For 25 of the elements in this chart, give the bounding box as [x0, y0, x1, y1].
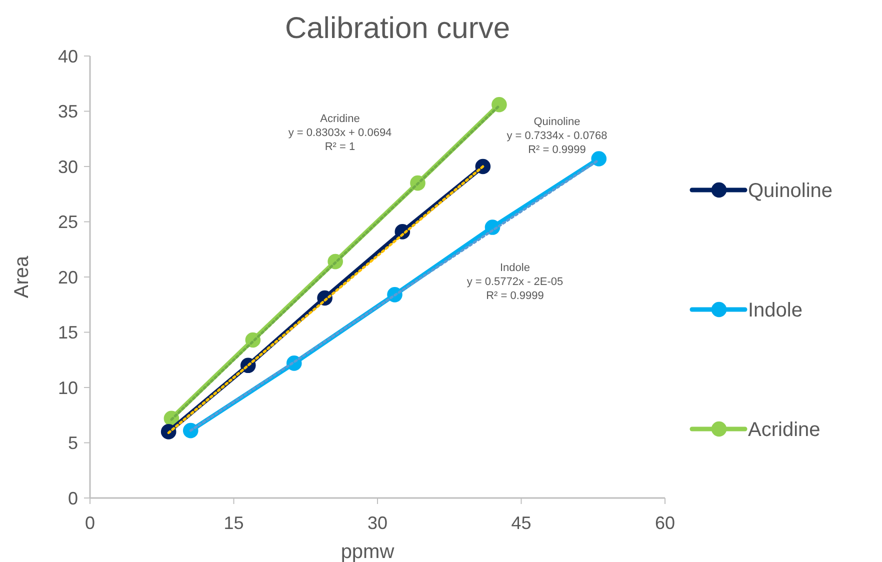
y-tick-label: 20: [58, 267, 78, 288]
y-tick-label: 40: [58, 46, 78, 66]
y-tick-label: 35: [58, 102, 78, 122]
x-tick-label: 0: [84, 513, 96, 533]
y-tick-label: 15: [58, 322, 78, 343]
x-axis-title: ppmw: [340, 541, 395, 562]
x-tick-label: 15: [224, 513, 244, 533]
y-tick-label: 0: [68, 488, 78, 508]
legend-label: Indole: [748, 300, 802, 322]
y-tick-label: 25: [58, 212, 78, 232]
legend-label: Acridine: [748, 419, 820, 441]
y-tick-label: 5: [68, 433, 78, 454]
legend-label: Quinoline: [748, 180, 833, 202]
annotation: Acridine y = 0.8303x + 0.0694 R² = 1: [288, 113, 392, 153]
point: [492, 96, 507, 112]
annotation: Quinoline y = 0.7334x - 0.0768 R² = 0.9999: [506, 116, 608, 156]
point: [591, 151, 607, 166]
chart-title: Calibration curve: [284, 12, 510, 45]
x-tick-label: 30: [367, 513, 388, 533]
y-tick-label: 30: [58, 156, 78, 177]
x-tick-label: 45: [511, 513, 532, 533]
annotation: Indole y = 0.5772x - 2E-05 R² = 0.9999: [466, 262, 564, 302]
x-tick-label: 60: [654, 513, 676, 533]
y-tick-label: 10: [58, 378, 78, 398]
y-axis-title: Area: [11, 255, 33, 298]
